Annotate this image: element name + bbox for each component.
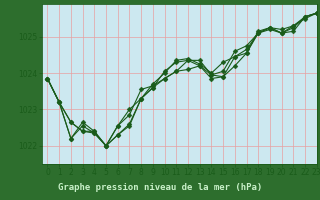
Text: Graphe pression niveau de la mer (hPa): Graphe pression niveau de la mer (hPa) [58, 183, 262, 192]
